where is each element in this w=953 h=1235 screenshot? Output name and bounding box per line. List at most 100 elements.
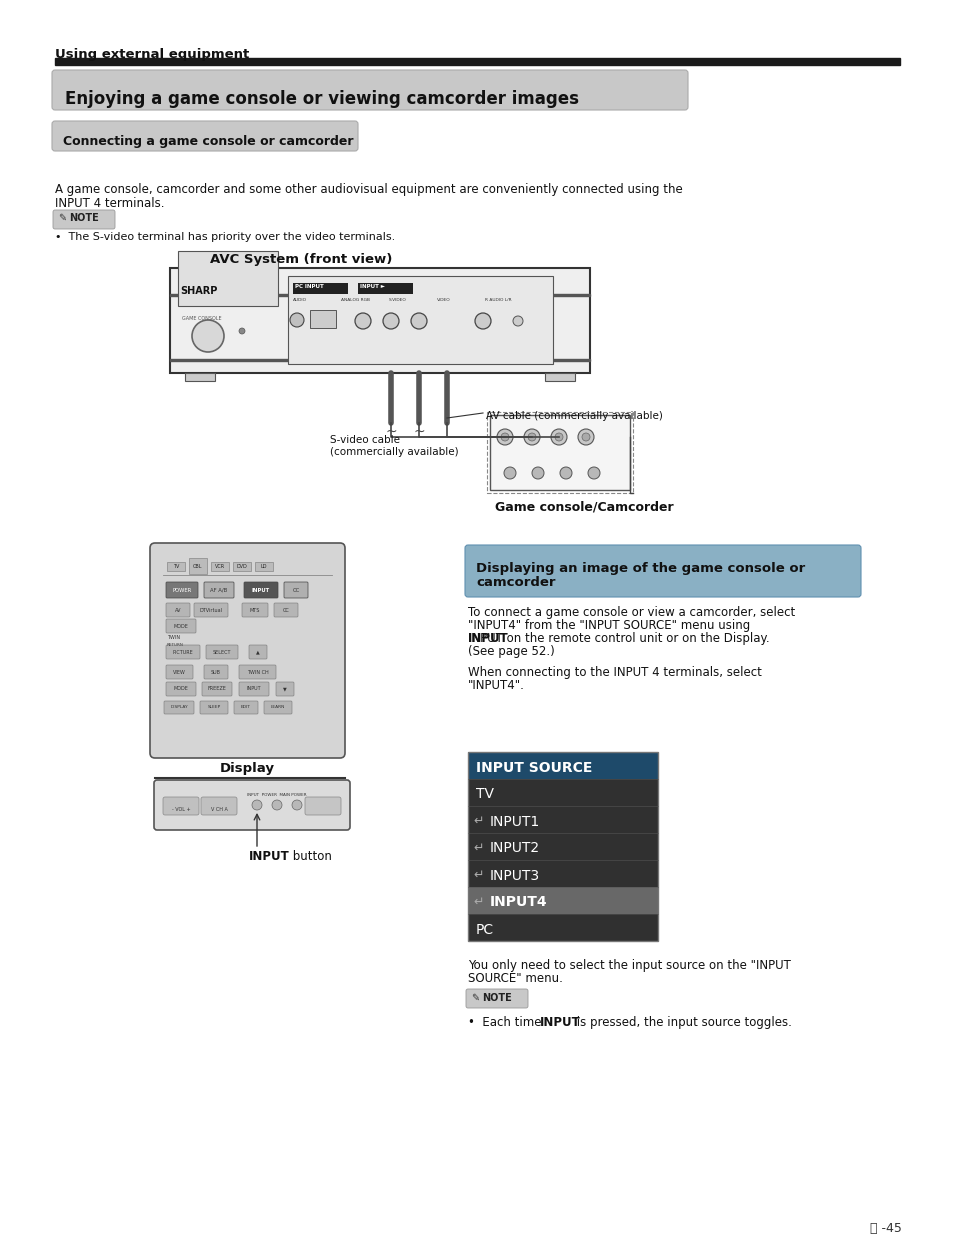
Circle shape	[290, 312, 304, 327]
FancyBboxPatch shape	[52, 70, 687, 110]
FancyBboxPatch shape	[202, 682, 232, 697]
FancyBboxPatch shape	[201, 797, 236, 815]
Text: INPUT: INPUT	[247, 687, 261, 692]
Circle shape	[475, 312, 491, 329]
Text: SOURCE" menu.: SOURCE" menu.	[468, 972, 562, 986]
FancyBboxPatch shape	[166, 645, 200, 659]
FancyBboxPatch shape	[193, 603, 228, 618]
Text: DVD: DVD	[236, 564, 247, 569]
Bar	[170, 294, 589, 296]
Text: INPUT: INPUT	[252, 588, 270, 593]
Text: GAME CONSOLE: GAME CONSOLE	[182, 316, 221, 321]
Text: You only need to select the input source on the "INPUT: You only need to select the input source…	[468, 960, 790, 972]
Text: ↵: ↵	[473, 842, 483, 855]
Text: AUDIO: AUDIO	[293, 298, 307, 303]
Circle shape	[239, 329, 245, 333]
Bar	[254, 562, 273, 571]
Text: PC INPUT: PC INPUT	[294, 284, 323, 289]
Text: When connecting to the INPUT 4 terminals, select: When connecting to the INPUT 4 terminals…	[468, 666, 761, 679]
Circle shape	[581, 433, 589, 441]
FancyBboxPatch shape	[284, 582, 308, 598]
FancyBboxPatch shape	[53, 210, 115, 228]
Bar	[468, 860, 658, 887]
Text: Using external equipment: Using external equipment	[55, 48, 249, 61]
Text: RETURN: RETURN	[167, 643, 184, 647]
Text: ANALOG RGB: ANALOG RGB	[340, 298, 370, 303]
Text: PC: PC	[476, 923, 494, 936]
FancyBboxPatch shape	[166, 619, 195, 634]
Text: INPUT on the remote control unit or on the Display.: INPUT on the remote control unit or on t…	[468, 632, 769, 645]
Text: ▲: ▲	[255, 650, 259, 655]
Text: TV: TV	[172, 564, 179, 569]
Text: CC: CC	[282, 608, 289, 613]
Text: SUB: SUB	[211, 669, 221, 674]
FancyBboxPatch shape	[305, 797, 340, 815]
Bar	[178, 251, 277, 306]
Text: S-VIDEO: S-VIDEO	[389, 298, 406, 303]
Text: "INPUT4" from the "INPUT SOURCE" menu using: "INPUT4" from the "INPUT SOURCE" menu us…	[468, 619, 749, 632]
FancyBboxPatch shape	[164, 701, 193, 714]
Bar	[490, 415, 629, 490]
Bar	[167, 562, 185, 571]
Text: LD: LD	[260, 564, 267, 569]
Bar	[170, 268, 589, 373]
Bar	[185, 373, 214, 382]
Text: INPUT ►: INPUT ►	[359, 284, 385, 289]
Bar	[468, 752, 658, 941]
FancyBboxPatch shape	[239, 664, 275, 679]
Circle shape	[272, 800, 282, 810]
Text: ↵: ↵	[473, 815, 483, 827]
FancyBboxPatch shape	[244, 582, 277, 598]
Text: V CH A: V CH A	[211, 806, 227, 811]
Bar	[310, 310, 335, 329]
FancyBboxPatch shape	[264, 701, 292, 714]
FancyBboxPatch shape	[163, 797, 199, 815]
Text: DISPLAY: DISPLAY	[170, 705, 188, 709]
Bar	[486, 412, 633, 493]
Bar	[468, 752, 658, 779]
Circle shape	[559, 467, 572, 479]
Text: TV: TV	[476, 788, 494, 802]
FancyBboxPatch shape	[166, 664, 193, 679]
Text: VIEW: VIEW	[172, 669, 186, 674]
FancyBboxPatch shape	[204, 582, 233, 598]
Text: Enjoying a game console or viewing camcorder images: Enjoying a game console or viewing camco…	[65, 90, 578, 107]
Text: •  Each time: • Each time	[468, 1016, 545, 1029]
Text: PICTURE: PICTURE	[172, 650, 193, 655]
Text: Connecting a game console or camcorder: Connecting a game console or camcorder	[63, 135, 354, 148]
FancyBboxPatch shape	[274, 603, 297, 618]
FancyBboxPatch shape	[242, 603, 268, 618]
Circle shape	[411, 312, 427, 329]
Bar	[468, 806, 658, 832]
FancyBboxPatch shape	[166, 582, 198, 598]
Text: MTS: MTS	[250, 608, 260, 613]
Text: NOTE: NOTE	[481, 993, 511, 1003]
Text: INPUT3: INPUT3	[490, 868, 539, 883]
Text: SHARP: SHARP	[180, 287, 217, 296]
Text: EDIT: EDIT	[241, 705, 251, 709]
Text: •  The S-video terminal has priority over the video terminals.: • The S-video terminal has priority over…	[55, 232, 395, 242]
Text: NOTE: NOTE	[69, 212, 99, 224]
Text: SELECT: SELECT	[213, 650, 231, 655]
FancyBboxPatch shape	[150, 543, 345, 758]
Bar	[468, 887, 658, 914]
Text: CC: CC	[292, 588, 299, 593]
Text: ✎: ✎	[471, 993, 478, 1003]
FancyBboxPatch shape	[153, 781, 350, 830]
Text: ~: ~	[385, 425, 396, 438]
Circle shape	[587, 467, 599, 479]
Bar	[170, 359, 589, 361]
Circle shape	[252, 800, 262, 810]
Text: INPUT2: INPUT2	[490, 841, 539, 856]
Text: is pressed, the input source toggles.: is pressed, the input source toggles.	[573, 1016, 791, 1029]
Circle shape	[497, 429, 513, 445]
Text: S-video cable
(commercially available): S-video cable (commercially available)	[330, 435, 458, 457]
Text: INPUT 4 terminals.: INPUT 4 terminals.	[55, 198, 164, 210]
Text: MODE: MODE	[173, 687, 189, 692]
FancyBboxPatch shape	[52, 121, 357, 151]
Text: CBL: CBL	[193, 563, 203, 568]
Text: AV: AV	[174, 608, 181, 613]
Text: ↵: ↵	[473, 869, 483, 882]
Circle shape	[382, 312, 398, 329]
Bar	[468, 832, 658, 860]
